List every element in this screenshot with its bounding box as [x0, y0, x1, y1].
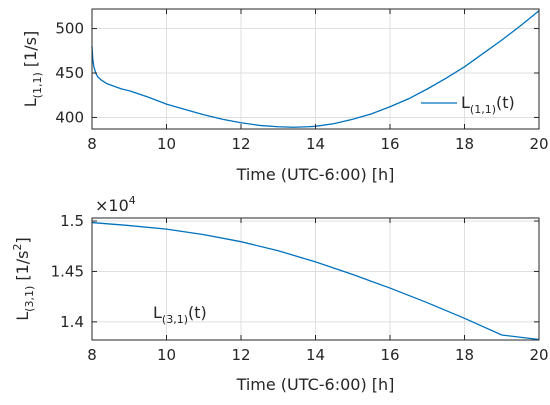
bottom-x-tick-label: 12 — [231, 346, 250, 364]
bottom-y-tick-label: 1.5 — [60, 212, 84, 230]
bottom-multiplier: ×104 — [95, 194, 136, 215]
top-x-ticks: 8 10 12 14 16 18 20 — [87, 9, 549, 153]
top-x-tick-label: 14 — [306, 135, 325, 153]
top-chart: 8 10 12 14 16 18 20 400 450 500 Time (UTC-6:00) … — [21, 8, 549, 184]
top-y-tick-label: 500 — [55, 20, 84, 38]
top-series — [91, 10, 540, 128]
bottom-x-ticks: 8 10 12 14 16 18 20 — [87, 218, 549, 364]
bottom-x-tick-label: 10 — [157, 346, 176, 364]
top-y-tick-label: 400 — [55, 108, 84, 126]
bottom-x-tick-label: 8 — [87, 346, 97, 364]
bottom-x-tick-label: 20 — [529, 346, 548, 364]
top-grid — [91, 9, 540, 129]
top-x-axis-label: Time (UTC-6:00) [h] — [236, 165, 395, 184]
bottom-annotation: L(3,1)(t) — [153, 303, 207, 326]
top-y-tick-label: 450 — [55, 64, 84, 82]
top-x-tick-label: 8 — [87, 135, 97, 153]
top-legend: L(1,1)(t) — [421, 93, 515, 116]
top-x-tick-label: 18 — [455, 135, 474, 153]
top-x-tick-label: 16 — [380, 135, 399, 153]
bottom-y-tick-label: 1.45 — [51, 262, 84, 280]
top-series-line — [91, 10, 540, 128]
bottom-chart: 8 10 12 14 16 18 20 1.4 1.45 1.5 ×104 Time (UTC-… — [11, 194, 549, 394]
bottom-y-ticks: 1.4 1.45 1.5 — [51, 212, 539, 331]
bottom-y-tick-label: 1.4 — [60, 313, 84, 331]
bottom-series — [91, 221, 540, 341]
bottom-x-tick-label: 14 — [306, 346, 325, 364]
bottom-x-axis-label: Time (UTC-6:00) [h] — [236, 375, 395, 394]
bottom-x-tick-label: 18 — [455, 346, 474, 364]
top-y-axis-label: L(1,1) [1/s] — [21, 31, 44, 107]
bottom-y-axis-label: L(3,1) [1/s2] — [11, 237, 36, 321]
top-x-tick-label: 12 — [231, 135, 250, 153]
top-legend-label: L(1,1)(t) — [461, 93, 515, 116]
top-y-ticks: 400 450 500 — [55, 20, 539, 126]
bottom-x-tick-label: 16 — [380, 346, 399, 364]
top-x-tick-label: 20 — [529, 135, 548, 153]
bottom-series-line — [91, 221, 540, 341]
top-x-tick-label: 10 — [157, 135, 176, 153]
